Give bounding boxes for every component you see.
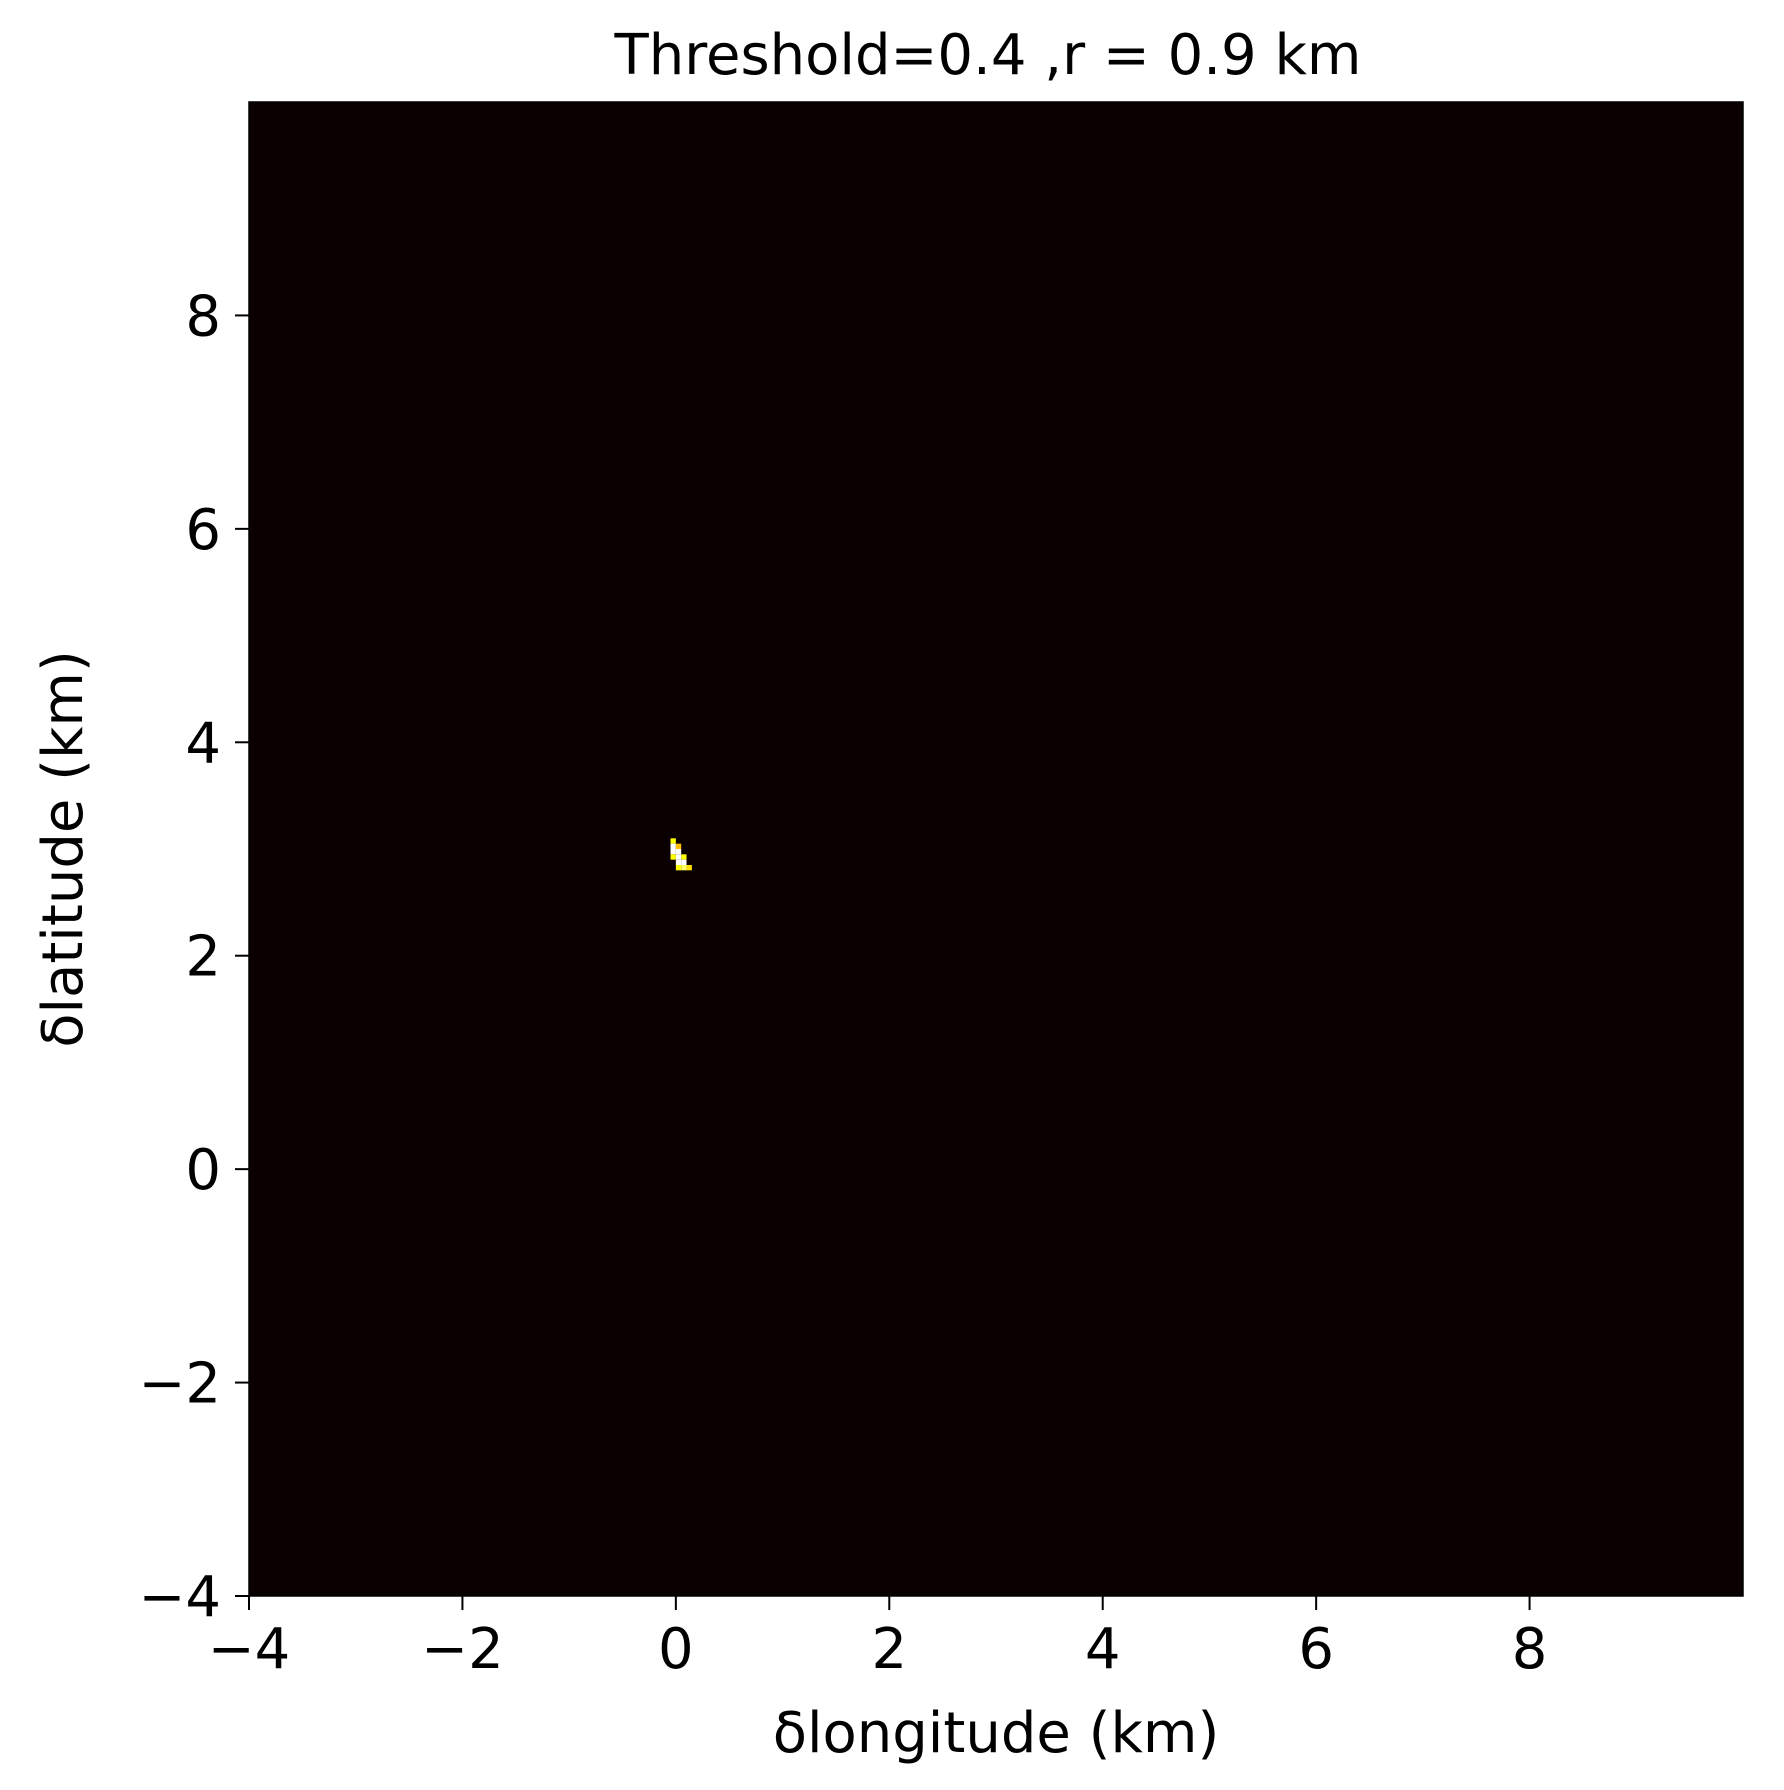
y-tick-label: 6 [185, 498, 221, 563]
heatmap-cell [670, 843, 676, 849]
x-tick-label: −4 [208, 1617, 291, 1682]
y-axis: −4 −2 0 2 4 6 8 [138, 284, 249, 1630]
y-tick-label: 2 [185, 925, 221, 990]
chart-title: Threshold=0.4 ,r = 0.9 km [614, 23, 1362, 88]
y-tick-label: −2 [138, 1352, 221, 1417]
heatmap-cell [670, 854, 676, 860]
heatmap-cells [670, 838, 692, 871]
x-axis: −4 −2 0 2 4 6 8 [208, 1596, 1548, 1682]
x-tick-label: −2 [421, 1617, 504, 1682]
heatmap-cell [675, 854, 682, 860]
heatmap-cell [670, 849, 676, 855]
heatmap-cell [675, 859, 682, 866]
axes-frame [248, 101, 1744, 1597]
y-tick-label: −4 [138, 1565, 221, 1630]
heatmap-cell [675, 865, 682, 871]
heatmap-cell [675, 849, 682, 855]
heatmap-cell [670, 838, 676, 844]
heatmap-cell [681, 854, 687, 860]
x-tick-label: 0 [658, 1617, 694, 1682]
y-tick-label: 4 [185, 711, 221, 776]
y-tick-label: 0 [185, 1138, 221, 1203]
heatmap-cell [686, 865, 692, 871]
x-tick-label: 6 [1298, 1617, 1334, 1682]
heatmap-background [249, 102, 1743, 1596]
x-tick-label: 8 [1512, 1617, 1548, 1682]
y-tick-label: 8 [185, 284, 221, 349]
x-tick-label: 2 [871, 1617, 907, 1682]
heatmap-cell [681, 859, 687, 866]
x-axis-label: δlongitude (km) [773, 1701, 1220, 1766]
y-axis-label: δlatitude (km) [31, 650, 96, 1048]
plot-area [248, 101, 1744, 1597]
x-tick-label: 4 [1085, 1617, 1121, 1682]
heatmap-cell [675, 843, 682, 849]
heatmap-cell [681, 865, 687, 871]
